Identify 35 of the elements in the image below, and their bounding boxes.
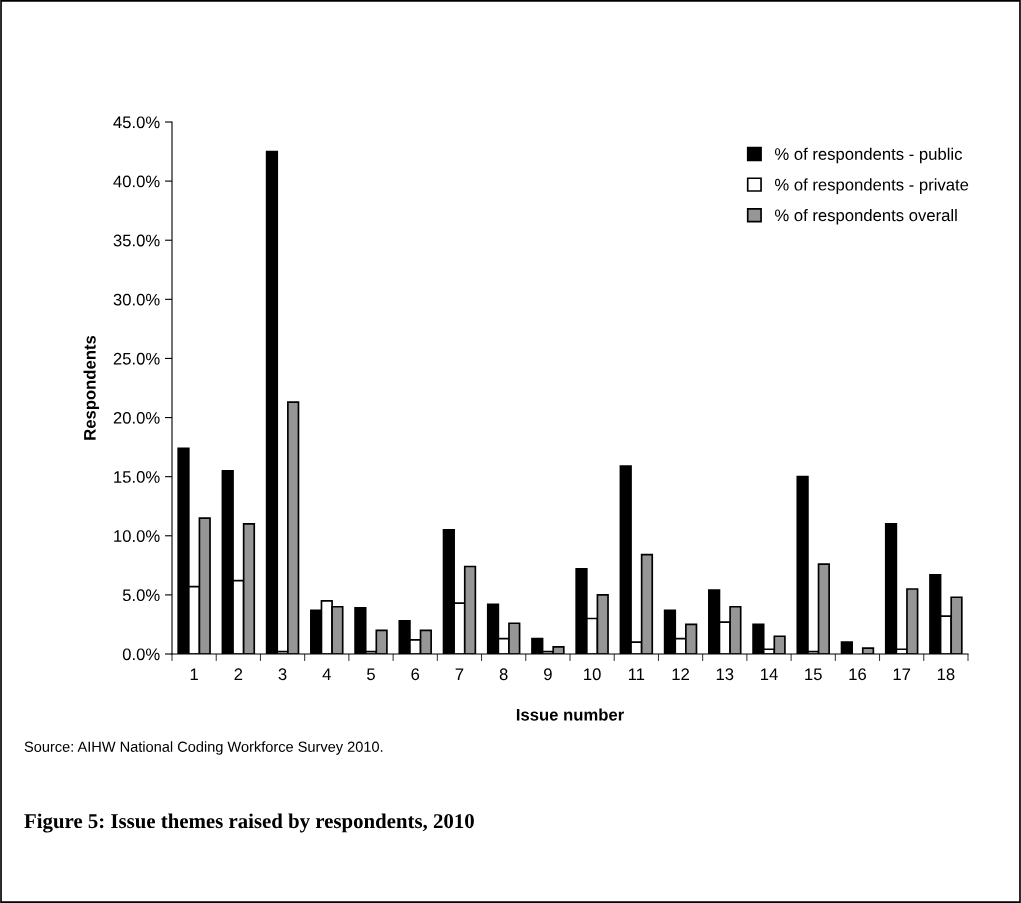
x-tick-label: 14: [761, 668, 778, 680]
y-tick-label: 15.0%: [114, 471, 160, 483]
x-tick-label: 15: [805, 668, 822, 681]
y-tick-label: 5.0%: [122, 589, 160, 602]
x-tick-label: 8: [499, 668, 508, 681]
y-tick-label: 45.0%: [113, 116, 160, 129]
x-tick-label: 17: [893, 668, 911, 680]
y-tick-label: 20.0%: [113, 411, 160, 424]
x-tick-label: 10: [584, 668, 601, 681]
x-tick-label: 3: [278, 668, 287, 681]
y-tick-label: 25.0%: [113, 352, 160, 365]
x-tick-label: 11: [628, 668, 645, 680]
x-tick-label: 2: [234, 668, 243, 680]
legend-label: % of respondents - public: [774, 147, 963, 164]
legend-label: % of respondents - private: [774, 178, 969, 194]
text: Figure 5: Issue themes raised by respondents, 2010: [24, 813, 474, 833]
y-axis-title: Respondents: [83, 335, 100, 440]
x-tick-label: 1: [190, 668, 198, 680]
y-tick-label: 40.0%: [113, 175, 160, 188]
x-axis-title: Issue number: [516, 708, 624, 721]
x-tick-label: 18: [937, 668, 955, 681]
y-tick-label: 0.0%: [122, 648, 160, 661]
x-tick-label: 6: [411, 668, 420, 681]
x-tick-label: 13: [716, 668, 734, 681]
x-tick-label: 9: [544, 668, 552, 681]
x-tick-label: 4: [322, 668, 331, 680]
x-tick-label: 16: [849, 668, 866, 681]
x-tick-label: 5: [367, 668, 375, 681]
y-tick-label: 35.0%: [113, 234, 160, 247]
x-tick-label: 12: [672, 668, 689, 680]
y-tick-label: 30.0%: [113, 293, 160, 306]
legend-label: % of respondents overall: [774, 208, 957, 225]
x-tick-label: 7: [455, 668, 464, 680]
source-note: Source: AIHW National Coding Workforce Survey 2010.: [24, 741, 383, 755]
y-tick-label: 10.0%: [114, 530, 160, 542]
